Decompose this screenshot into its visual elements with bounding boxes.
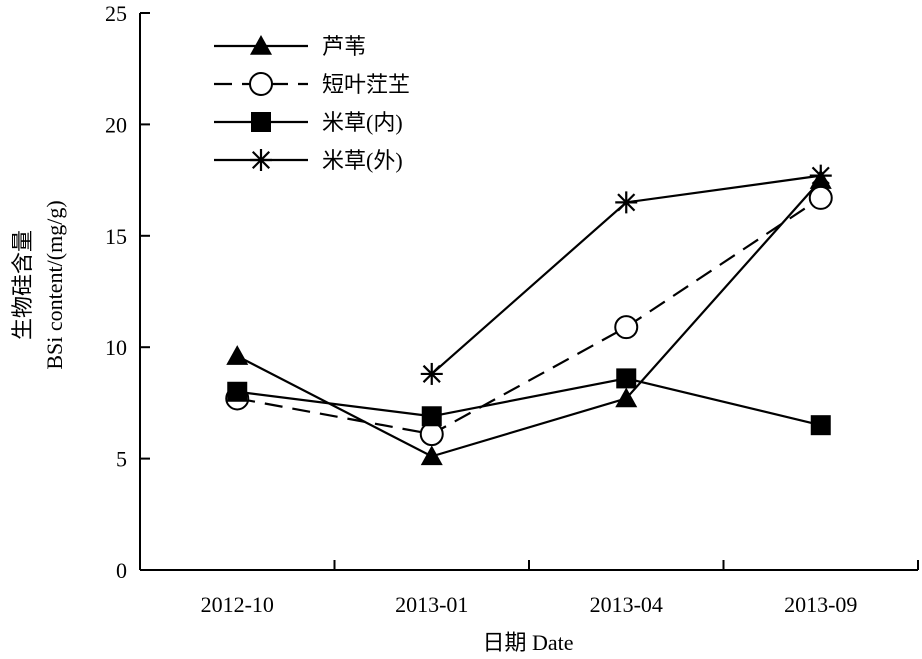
data-point-asterisk	[615, 191, 638, 214]
y-tick-label: 20	[105, 112, 127, 137]
data-point-triangle-filled	[250, 35, 272, 55]
legend-entry-3: 米草(内)	[214, 110, 403, 135]
x-tick-label: 2013-04	[590, 592, 663, 617]
legend-label: 芦苇	[322, 34, 366, 59]
y-tick-label: 25	[105, 1, 127, 26]
y-tick-label: 15	[105, 224, 127, 249]
series-line	[237, 197, 822, 436]
data-point-square-filled	[251, 112, 271, 132]
series-1	[236, 179, 822, 458]
series-line	[237, 377, 822, 427]
x-tick-label: 2013-09	[784, 592, 857, 617]
legend-entry-2: 短叶茳芏	[214, 72, 410, 97]
y-tick-label: 5	[116, 447, 127, 472]
x-tick-label: 2013-01	[395, 592, 468, 617]
series-markers-4	[420, 164, 832, 385]
series-3	[237, 377, 822, 427]
series-line	[236, 179, 822, 458]
series-markers-3	[227, 368, 831, 436]
data-point-triangle-filled	[615, 387, 638, 408]
square-marker	[421, 406, 442, 427]
y-tick-label: 10	[105, 335, 127, 360]
x-tick-label: 2012-10	[201, 592, 274, 617]
legend-entry-4: 米草(外)	[214, 148, 403, 173]
circle-marker	[808, 185, 833, 210]
legend-label: 米草(外)	[322, 148, 403, 173]
data-point-asterisk	[809, 164, 832, 187]
circle-marker	[614, 315, 639, 340]
triangle-marker	[615, 387, 638, 408]
legend-label: 米草(内)	[322, 110, 403, 135]
data-point-square-filled	[421, 406, 442, 427]
square-marker	[616, 368, 637, 389]
data-point-square-filled	[616, 368, 637, 389]
triangle-marker	[226, 345, 249, 365]
square-marker	[227, 381, 248, 402]
series-layer	[225, 164, 833, 466]
square-marker	[810, 415, 831, 436]
x-axis-title: 日期 Date	[482, 630, 573, 655]
circle-marker	[249, 72, 273, 96]
data-point-asterisk	[250, 149, 272, 171]
y-tick-label: 0	[116, 558, 127, 583]
data-point-triangle-filled	[420, 445, 443, 466]
data-point-circle-open	[614, 315, 639, 340]
y-axis-title-line1: 生物硅含量	[10, 230, 35, 340]
data-point-triangle-filled	[226, 345, 249, 365]
y-axis-title-line2: BSi content/(mg/g)	[42, 200, 67, 369]
data-point-asterisk	[420, 362, 443, 385]
data-point-square-filled	[810, 415, 831, 436]
data-point-circle-open	[419, 422, 444, 447]
axes: 0 5 10 15 20 25 2012-10 2013-01 2013-04 2013-09	[105, 1, 919, 617]
triangle-marker	[250, 35, 272, 55]
data-point-square-filled	[227, 381, 248, 402]
triangle-marker	[420, 445, 443, 466]
data-point-circle-open	[249, 72, 273, 96]
series-2	[237, 197, 822, 436]
data-point-circle-open	[808, 185, 833, 210]
legend-label: 短叶茳芏	[322, 72, 410, 97]
circle-marker	[419, 422, 444, 447]
series-markers-1	[226, 169, 832, 466]
legend-entry-1: 芦苇	[214, 34, 366, 59]
square-marker	[251, 112, 271, 132]
